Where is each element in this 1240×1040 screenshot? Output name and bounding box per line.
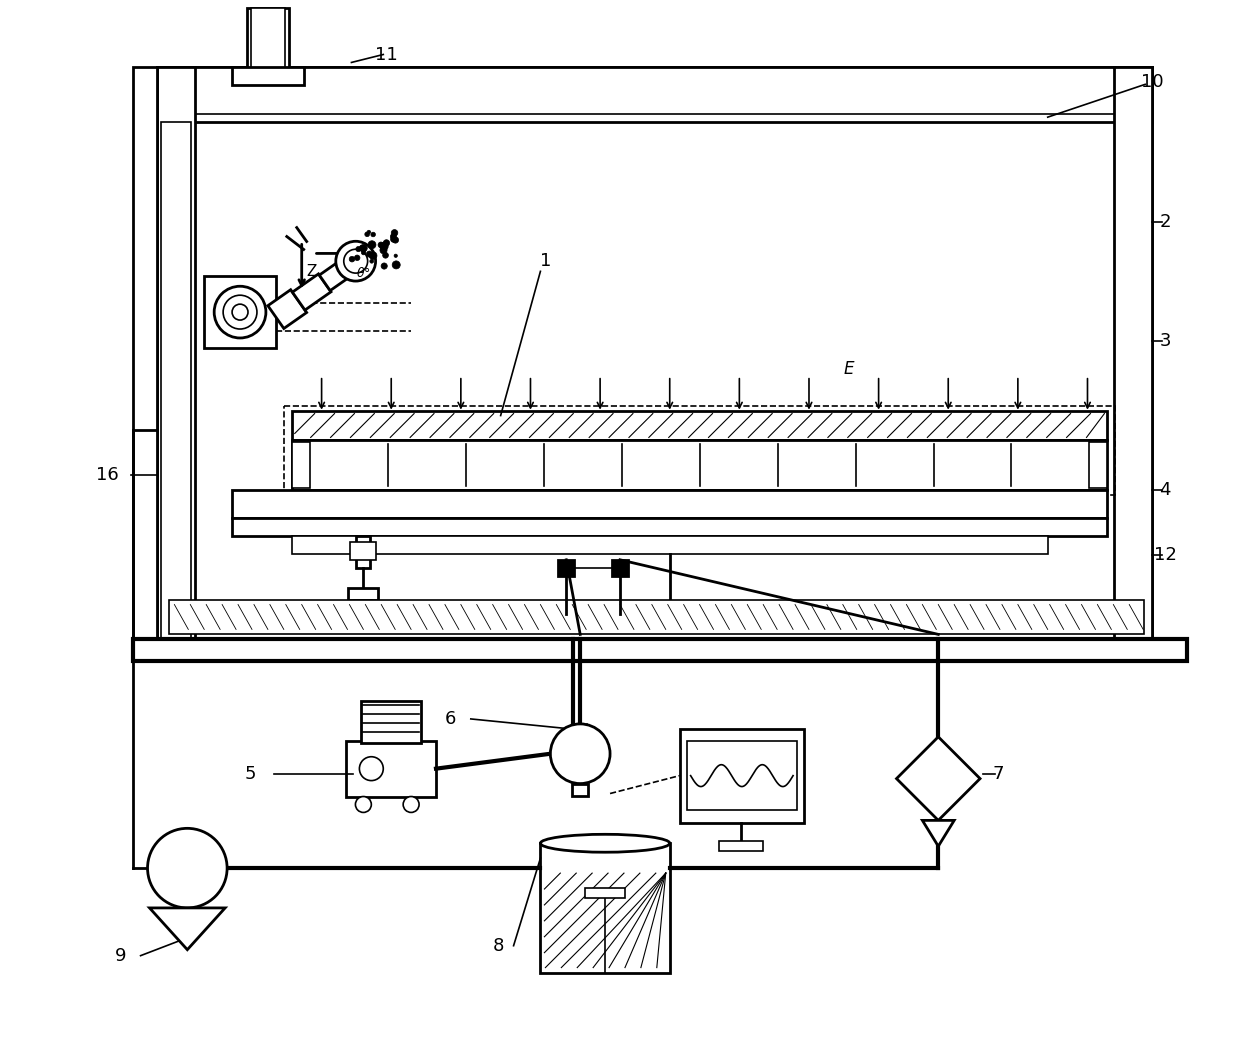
Text: E: E: [843, 360, 854, 378]
Bar: [356, 536, 371, 568]
Bar: [355, 600, 372, 609]
Bar: [351, 542, 376, 560]
Circle shape: [360, 757, 383, 781]
Circle shape: [350, 256, 355, 262]
Bar: [291, 440, 1107, 490]
Circle shape: [381, 263, 387, 269]
Bar: [558, 560, 574, 576]
Polygon shape: [293, 274, 331, 310]
Bar: [170, 79, 1141, 627]
Bar: [361, 701, 422, 743]
Circle shape: [366, 251, 372, 257]
Polygon shape: [150, 908, 226, 950]
Circle shape: [356, 797, 371, 812]
Bar: [232, 518, 1107, 536]
Circle shape: [148, 828, 227, 908]
Bar: [680, 729, 804, 824]
Polygon shape: [320, 254, 361, 290]
Circle shape: [223, 295, 257, 329]
Bar: [346, 740, 436, 797]
Bar: [232, 68, 304, 85]
Circle shape: [361, 251, 366, 255]
Circle shape: [391, 236, 397, 242]
Bar: [348, 588, 378, 600]
Text: 9: 9: [115, 946, 126, 965]
Circle shape: [232, 304, 248, 320]
Polygon shape: [923, 821, 955, 847]
Bar: [687, 740, 797, 810]
Bar: [284, 406, 1115, 495]
Text: X: X: [358, 245, 370, 261]
Text: 8: 8: [494, 937, 505, 955]
Circle shape: [343, 250, 367, 274]
Circle shape: [383, 253, 388, 258]
Bar: [291, 442, 310, 488]
Circle shape: [371, 232, 376, 237]
Circle shape: [379, 242, 388, 251]
Circle shape: [379, 246, 387, 254]
Bar: [205, 277, 275, 348]
Circle shape: [360, 245, 365, 251]
Circle shape: [392, 261, 401, 269]
Bar: [250, 7, 285, 75]
Text: 12: 12: [1153, 546, 1177, 564]
Circle shape: [365, 232, 370, 237]
Circle shape: [370, 259, 373, 263]
Bar: [1090, 442, 1107, 488]
Bar: [291, 536, 1048, 554]
Text: 1: 1: [539, 253, 551, 270]
Text: 6: 6: [445, 710, 456, 728]
Bar: [585, 888, 625, 898]
Polygon shape: [268, 290, 306, 329]
Bar: [157, 68, 1152, 640]
Ellipse shape: [541, 834, 670, 852]
Bar: [613, 560, 627, 576]
Text: 10: 10: [1141, 74, 1163, 92]
Bar: [157, 68, 195, 640]
Bar: [1115, 68, 1152, 640]
Text: 4: 4: [1159, 482, 1171, 499]
Circle shape: [355, 255, 360, 261]
Text: 11: 11: [374, 46, 398, 63]
Text: 3: 3: [1159, 332, 1171, 350]
Bar: [161, 122, 191, 640]
Bar: [291, 411, 1107, 440]
Circle shape: [360, 244, 367, 252]
Bar: [247, 7, 289, 77]
Bar: [541, 843, 670, 972]
Circle shape: [383, 240, 389, 246]
Circle shape: [370, 252, 377, 260]
Bar: [157, 68, 1152, 122]
Bar: [133, 640, 1187, 661]
Bar: [170, 600, 1145, 634]
Circle shape: [394, 254, 397, 258]
Text: $\theta$°: $\theta$°: [356, 266, 371, 280]
Text: 7: 7: [992, 764, 1003, 783]
Text: 5: 5: [244, 764, 255, 783]
Circle shape: [356, 246, 361, 252]
Circle shape: [378, 242, 383, 248]
Circle shape: [367, 230, 371, 234]
Circle shape: [392, 230, 398, 236]
Circle shape: [551, 724, 610, 783]
Circle shape: [392, 237, 398, 243]
Bar: [133, 68, 157, 661]
Circle shape: [336, 241, 376, 281]
Text: 16: 16: [97, 466, 119, 485]
Circle shape: [368, 240, 376, 249]
Bar: [232, 490, 1107, 518]
Circle shape: [215, 286, 265, 338]
Circle shape: [391, 234, 397, 239]
Bar: [719, 841, 764, 851]
Polygon shape: [897, 736, 980, 821]
Circle shape: [403, 797, 419, 812]
Text: 2: 2: [1159, 212, 1171, 231]
Bar: [572, 783, 588, 796]
Text: Z: Z: [306, 264, 317, 279]
